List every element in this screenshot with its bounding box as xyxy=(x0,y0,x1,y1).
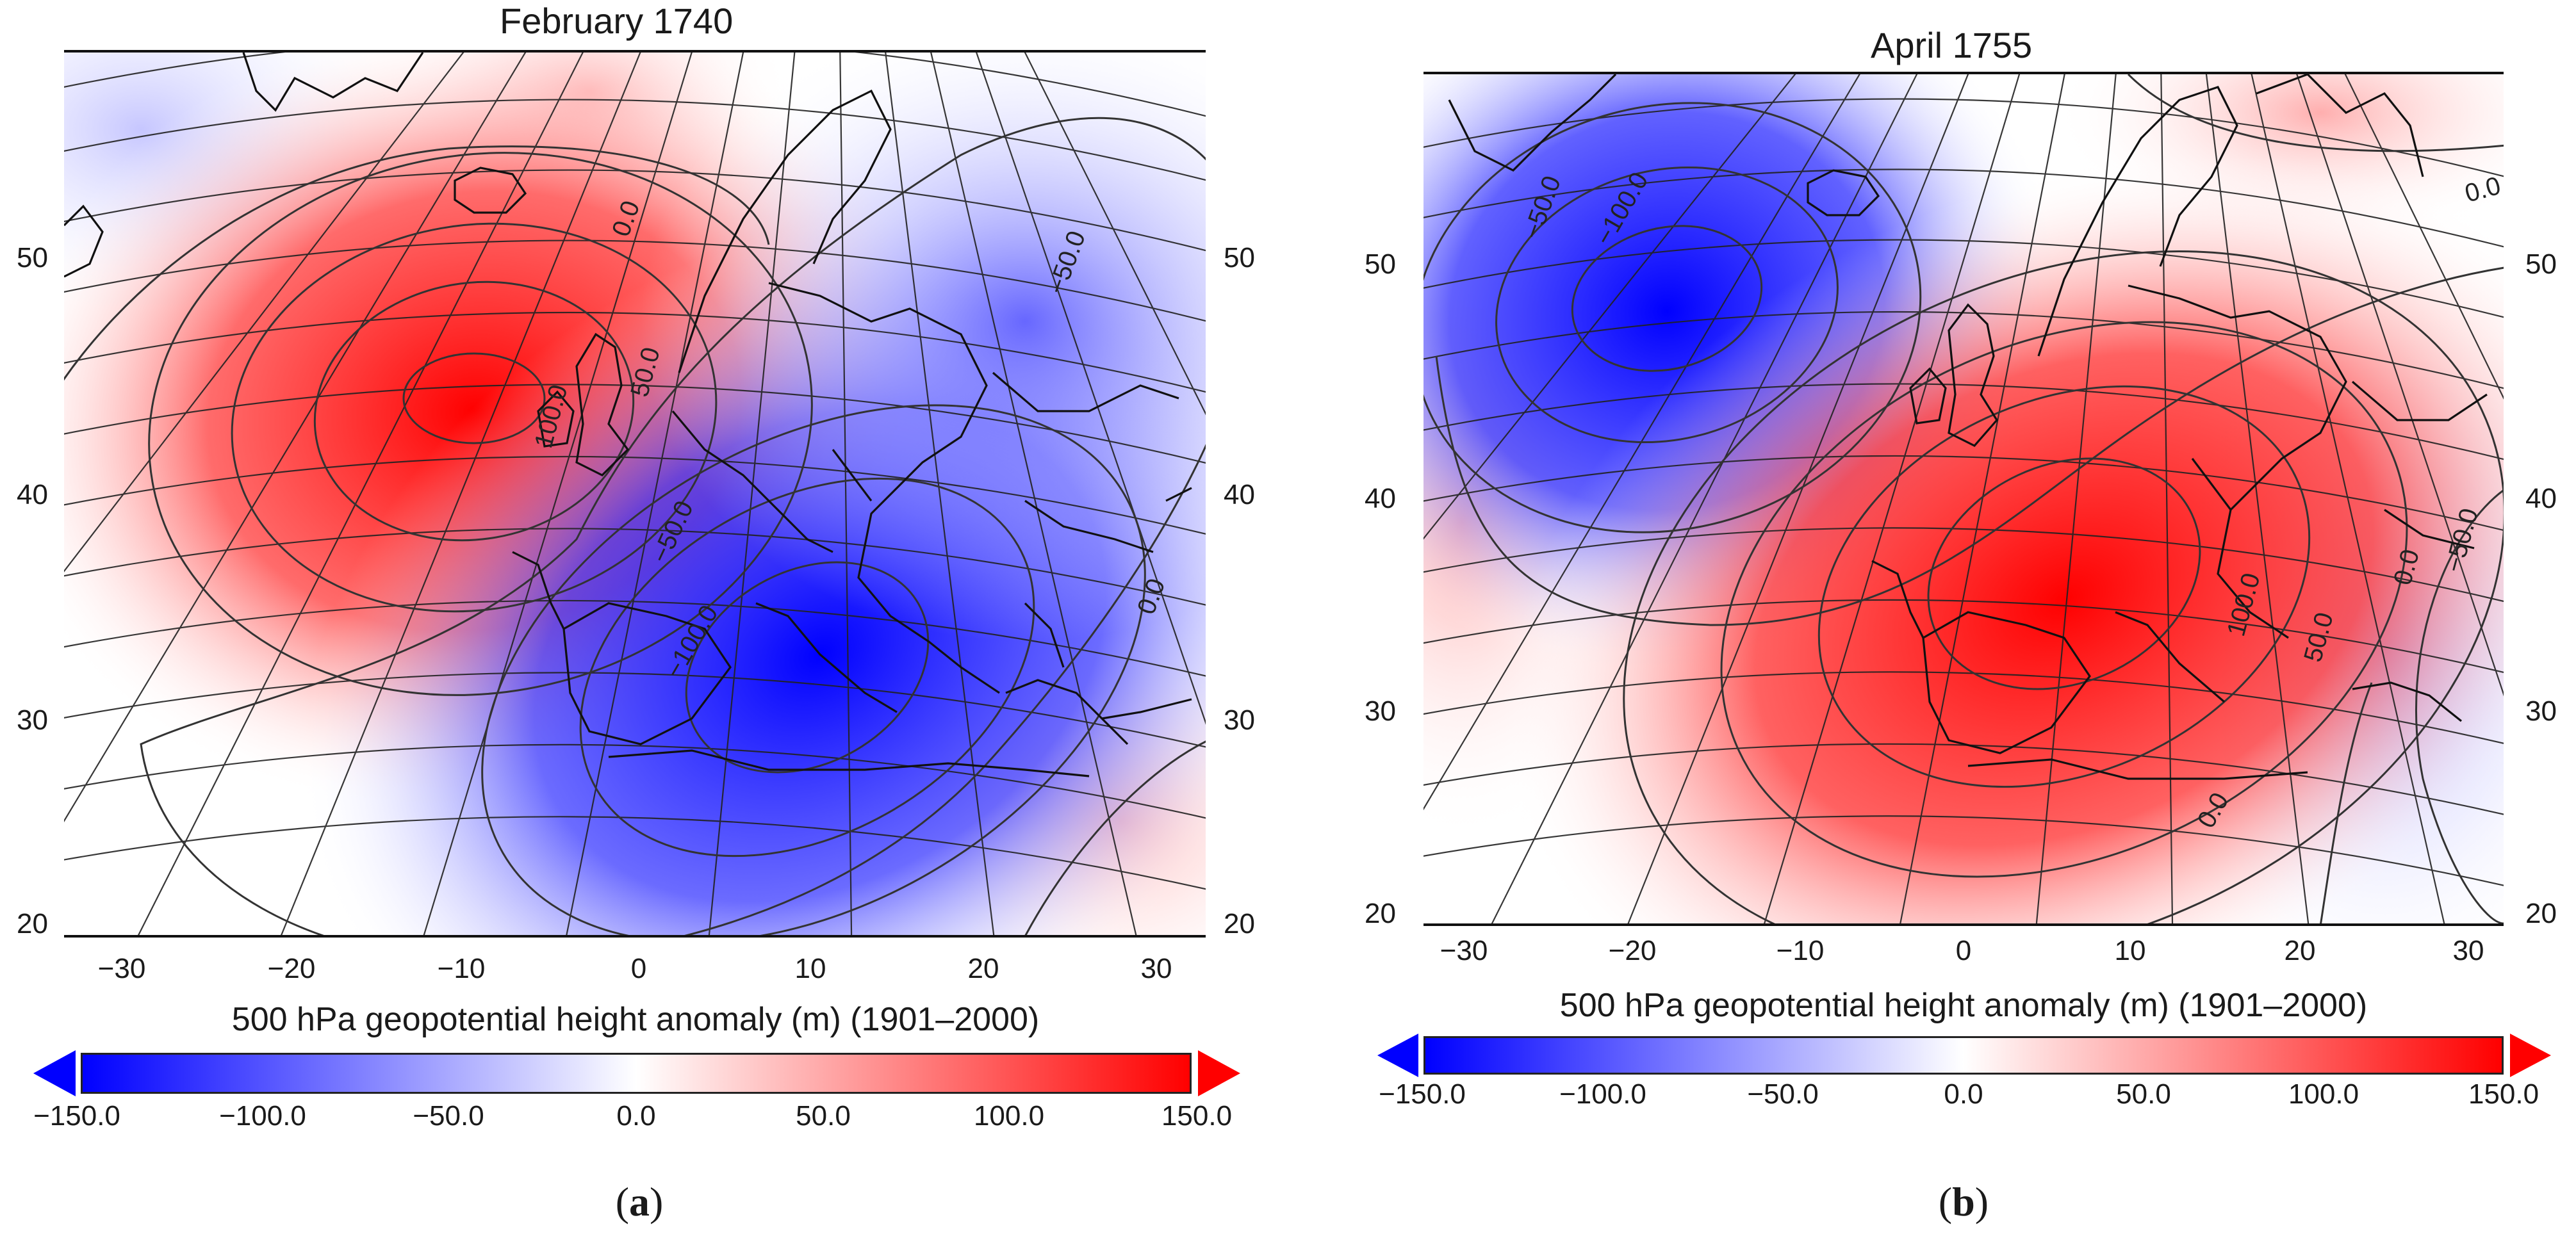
colorbar-min-arrow xyxy=(33,1050,76,1096)
colorbar-tick-label: 0.0 xyxy=(616,1100,656,1132)
coastlines xyxy=(64,53,1192,777)
lon-label: 20 xyxy=(2284,935,2316,966)
map-area: −50.0 −100.0 0.0 100.0 50.0 0.0 −50.0 0.… xyxy=(1423,72,2504,926)
lat-label: 30 xyxy=(1365,695,1396,727)
map-title: April 1755 xyxy=(1871,25,2033,65)
colorbar-title: 500 hPa geopotential height anomaly (m) … xyxy=(1559,987,2368,1024)
lat-label: 50 xyxy=(1365,248,1396,280)
map-area: 100.0 50.0 0.0 −50.0 −100.0 0.0 −50.0 xyxy=(64,50,1206,938)
lon-label: 0 xyxy=(630,953,647,984)
colorbar-max-arrow xyxy=(1198,1050,1240,1096)
lat-label: 20 xyxy=(17,908,48,939)
caption-letter: b xyxy=(1952,1179,1975,1224)
colorbar xyxy=(81,1053,1192,1094)
contours xyxy=(1423,74,2504,923)
colorbar-tick-label: 0.0 xyxy=(1944,1078,1983,1110)
lat-label: 50 xyxy=(17,242,48,273)
colorbar-tick-label: 50.0 xyxy=(796,1100,851,1132)
colorbar-tick-label: 100.0 xyxy=(973,1100,1045,1132)
colorbar-tick-label: −100.0 xyxy=(1559,1078,1646,1110)
anomaly-map: −50.0 −100.0 0.0 100.0 50.0 0.0 −50.0 0.… xyxy=(1423,74,2504,923)
panel-caption: (a) xyxy=(615,1179,664,1224)
colorbar-title: 500 hPa geopotential height anomaly (m) … xyxy=(231,1001,1040,1038)
lon-label: −20 xyxy=(267,953,316,984)
lon-label: 30 xyxy=(1140,953,1172,984)
panel-caption: (b) xyxy=(1938,1179,1989,1224)
lon-label: 10 xyxy=(2114,935,2146,966)
contours xyxy=(64,117,1206,935)
colorbar-tick-label: 150.0 xyxy=(2468,1078,2539,1110)
panel-a: February 1740 xyxy=(0,0,1281,1243)
lat-label: 30 xyxy=(2525,695,2557,727)
colorbar-tick-label: −150.0 xyxy=(1379,1078,1466,1110)
colorbar-max-arrow xyxy=(2510,1034,2551,1077)
colorbar xyxy=(1423,1036,2504,1075)
lat-label: 40 xyxy=(1365,483,1396,514)
colorbar-tick-label: −100.0 xyxy=(219,1100,306,1132)
lon-label: −10 xyxy=(1776,935,1825,966)
lon-label: −10 xyxy=(437,953,486,984)
colorbar-tick-label: −50.0 xyxy=(413,1100,484,1132)
negative-anomaly xyxy=(641,53,1206,642)
lat-label: 30 xyxy=(17,704,48,736)
colorbar-tick-label: −50.0 xyxy=(1747,1078,1819,1110)
colorbar-tick-label: −150.0 xyxy=(33,1100,120,1132)
colorbar-tick-label: 100.0 xyxy=(2288,1078,2359,1110)
lat-label: 20 xyxy=(2525,898,2557,929)
colorbar-tick-label: 50.0 xyxy=(2116,1078,2171,1110)
panel-b: April 1755 xyxy=(1333,0,2576,1243)
lon-label: 20 xyxy=(967,953,999,984)
lat-label: 30 xyxy=(1224,704,1255,736)
lon-label: −20 xyxy=(1608,935,1657,966)
lat-label: 50 xyxy=(2525,248,2557,280)
lon-label: −30 xyxy=(97,953,146,984)
lat-label: 50 xyxy=(1224,242,1255,273)
colorbar-min-arrow xyxy=(1377,1034,1418,1077)
lat-label: 20 xyxy=(1365,898,1396,929)
colorbar-tick-label: 150.0 xyxy=(1161,1100,1233,1132)
anomaly-map: 100.0 50.0 0.0 −50.0 −100.0 0.0 −50.0 xyxy=(64,53,1206,935)
lat-label: 40 xyxy=(17,479,48,510)
lat-label: 40 xyxy=(2525,483,2557,514)
lon-label: −30 xyxy=(1440,935,1488,966)
lon-label: 10 xyxy=(794,953,826,984)
lon-label: 0 xyxy=(1955,935,1972,966)
coastlines xyxy=(1448,74,2488,780)
graticule xyxy=(1423,74,2504,923)
lon-label: 30 xyxy=(2452,935,2484,966)
lat-label: 40 xyxy=(1224,479,1255,510)
caption-letter: a xyxy=(629,1179,650,1224)
map-title: February 1740 xyxy=(500,1,734,41)
lat-label: 20 xyxy=(1224,908,1255,939)
positive-anomaly xyxy=(1502,152,2504,923)
